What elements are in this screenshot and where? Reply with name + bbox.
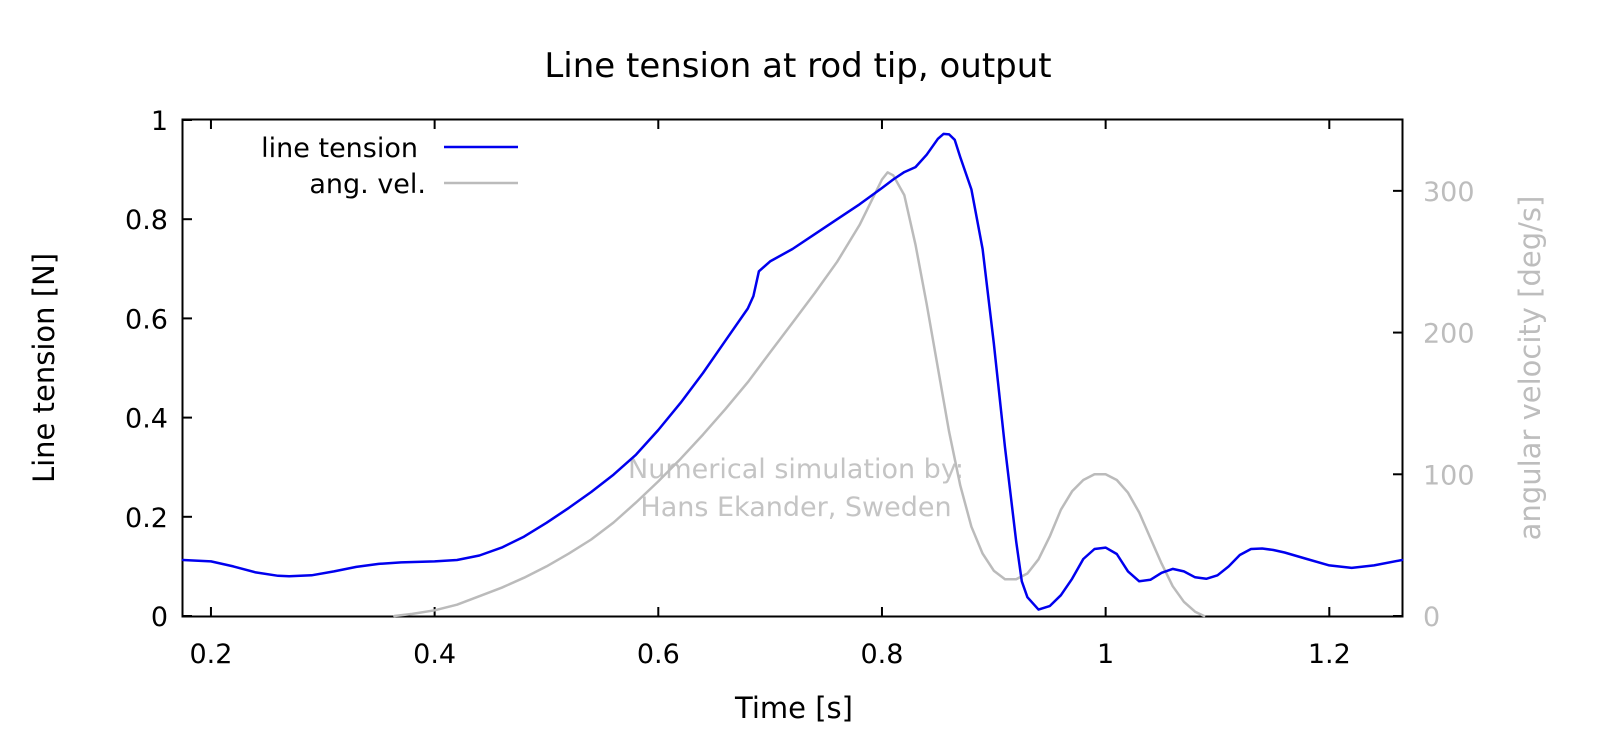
y2-tick-label: 100 — [1423, 460, 1475, 491]
x-tick-label: 1.2 — [1308, 639, 1351, 670]
legend: line tension ang. vel. — [261, 133, 518, 200]
y2-tick-label: 300 — [1423, 177, 1475, 208]
x-axis-label: Time [s] — [734, 691, 853, 725]
legend-label-line-tension: line tension — [261, 133, 418, 164]
x-axis-ticks: 0.2 0.4 0.6 0.8 1 1.2 — [189, 120, 1351, 670]
chart-title: Line tension at rod tip, output — [544, 46, 1051, 86]
y-axis-ticks: 0 0.2 0.4 0.6 0.8 1 — [125, 106, 192, 633]
y2-axis-ticks: 0 100 200 300 — [1393, 177, 1475, 633]
plot-area-frame — [181, 118, 1404, 618]
series-line-tension — [181, 132, 1404, 611]
y2-tick-label: 200 — [1423, 319, 1475, 350]
y-tick-label: 0.8 — [125, 205, 168, 236]
y2-axis-label: angular velocity [deg/s] — [1513, 196, 1547, 541]
y-tick-label: 1 — [151, 106, 168, 137]
y-tick-label: 0.4 — [125, 404, 168, 435]
y-axis-label: Line tension [N] — [27, 253, 61, 483]
annotation-line-1: Numerical simulation by: — [628, 454, 964, 485]
y-tick-label: 0 — [151, 602, 168, 633]
legend-label-ang-vel: ang. vel. — [309, 169, 426, 200]
x-tick-label: 0.8 — [860, 639, 903, 670]
y2-tick-label: 0 — [1423, 602, 1440, 633]
y-tick-label: 0.2 — [125, 503, 168, 534]
x-tick-label: 0.4 — [413, 639, 456, 670]
series-ang-vel — [393, 171, 1206, 618]
annotation-line-2: Hans Ekander, Sweden — [640, 492, 951, 523]
x-tick-label: 1 — [1097, 639, 1114, 670]
watermark-annotation: Numerical simulation by: Hans Ekander, S… — [628, 454, 964, 523]
x-tick-label: 0.6 — [637, 639, 680, 670]
x-tick-label: 0.2 — [189, 639, 232, 670]
y-tick-label: 0.6 — [125, 304, 168, 335]
